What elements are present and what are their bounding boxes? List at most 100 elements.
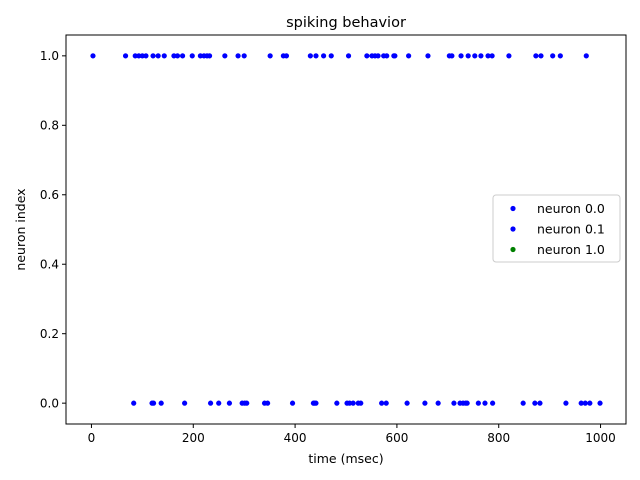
data-point bbox=[226, 400, 233, 406]
x-tick-label: 1000 bbox=[585, 431, 616, 445]
x-tick-label: 600 bbox=[385, 431, 408, 445]
data-point bbox=[345, 53, 352, 59]
data-point bbox=[587, 400, 593, 406]
y-tick-label: 0.2 bbox=[40, 327, 59, 341]
data-point bbox=[557, 53, 563, 59]
data-point bbox=[537, 400, 543, 406]
legend-marker bbox=[510, 205, 516, 212]
data-point bbox=[150, 400, 157, 406]
data-point bbox=[597, 400, 603, 406]
data-point bbox=[583, 53, 589, 59]
data-point bbox=[313, 53, 319, 59]
data-point bbox=[235, 53, 241, 59]
x-axis-label: time (msec) bbox=[308, 451, 383, 466]
data-point bbox=[307, 53, 313, 59]
data-point bbox=[131, 400, 137, 406]
data-point bbox=[532, 400, 538, 406]
x-tick-label: 200 bbox=[182, 431, 205, 445]
data-point bbox=[550, 53, 556, 59]
data-point bbox=[161, 53, 167, 59]
data-point bbox=[458, 53, 464, 59]
data-point bbox=[379, 400, 385, 406]
data-point bbox=[346, 400, 353, 406]
data-point bbox=[182, 400, 188, 406]
legend-entry: neuron 0.1 bbox=[537, 222, 605, 237]
data-point bbox=[482, 400, 488, 406]
legend-box bbox=[492, 194, 621, 263]
x-axis: 0 200 400 600 800 1000 bbox=[88, 424, 616, 445]
data-point bbox=[197, 53, 203, 59]
data-point bbox=[375, 53, 381, 59]
data-point bbox=[150, 53, 156, 59]
data-point bbox=[283, 53, 290, 59]
data-point bbox=[321, 53, 327, 59]
legend-entry: neuron 1.0 bbox=[537, 242, 605, 257]
data-point bbox=[404, 400, 410, 406]
y-tick-label: 1.0 bbox=[40, 49, 59, 63]
x-tick-label: 0 bbox=[88, 431, 96, 445]
data-point bbox=[478, 53, 484, 59]
data-point bbox=[582, 400, 588, 406]
data-point bbox=[122, 53, 129, 59]
data-point bbox=[384, 53, 390, 59]
data-point bbox=[485, 53, 491, 59]
data-point bbox=[206, 53, 213, 59]
data-point bbox=[406, 53, 412, 59]
data-point bbox=[174, 53, 181, 59]
data-point bbox=[475, 400, 481, 406]
data-point bbox=[207, 400, 214, 406]
data-point bbox=[328, 53, 334, 59]
series-1 bbox=[90, 53, 589, 59]
data-point bbox=[383, 400, 389, 406]
data-point bbox=[506, 53, 512, 59]
data-point bbox=[265, 400, 271, 406]
data-point bbox=[136, 53, 142, 59]
data-point bbox=[155, 53, 161, 59]
legend-marker bbox=[510, 246, 516, 253]
data-point bbox=[465, 53, 471, 59]
y-tick-label: 0.0 bbox=[40, 396, 59, 410]
series-0 bbox=[131, 400, 603, 406]
data-point bbox=[222, 53, 228, 59]
data-point bbox=[425, 53, 431, 59]
data-point bbox=[216, 400, 222, 406]
data-point bbox=[358, 400, 364, 406]
x-tick-label: 400 bbox=[284, 431, 307, 445]
data-point bbox=[139, 53, 145, 59]
plot-area bbox=[90, 53, 603, 406]
data-point bbox=[90, 53, 96, 59]
data-point bbox=[435, 400, 441, 406]
data-point bbox=[241, 53, 247, 59]
data-point bbox=[578, 400, 584, 406]
data-point bbox=[267, 53, 273, 59]
data-point bbox=[563, 400, 569, 406]
y-tick-label: 0.4 bbox=[40, 258, 59, 272]
data-point bbox=[244, 400, 250, 406]
data-point bbox=[334, 400, 340, 406]
legend: neuron 0.0 neuron 0.1 neuron 1.0 bbox=[492, 194, 621, 263]
data-point bbox=[464, 400, 470, 406]
data-point bbox=[451, 400, 457, 406]
data-point bbox=[132, 53, 138, 59]
data-point bbox=[533, 53, 539, 59]
y-axis: 0.0 0.2 0.4 0.6 0.8 1.0 bbox=[40, 49, 66, 410]
data-point bbox=[179, 53, 186, 59]
data-point bbox=[449, 53, 455, 59]
data-point bbox=[392, 53, 398, 59]
data-point bbox=[350, 400, 356, 406]
data-point bbox=[289, 400, 296, 406]
x-tick-label: 800 bbox=[487, 431, 510, 445]
data-point bbox=[143, 53, 149, 59]
data-point bbox=[158, 400, 164, 406]
y-axis-label: neuron index bbox=[13, 188, 28, 270]
data-point bbox=[313, 400, 319, 406]
data-point bbox=[171, 53, 177, 59]
y-tick-label: 0.6 bbox=[40, 188, 59, 202]
y-tick-label: 0.8 bbox=[40, 119, 59, 133]
chart-title: spiking behavior bbox=[286, 15, 406, 31]
data-point bbox=[520, 400, 526, 406]
data-point bbox=[490, 400, 496, 406]
data-point bbox=[189, 53, 195, 59]
data-point bbox=[538, 53, 544, 59]
